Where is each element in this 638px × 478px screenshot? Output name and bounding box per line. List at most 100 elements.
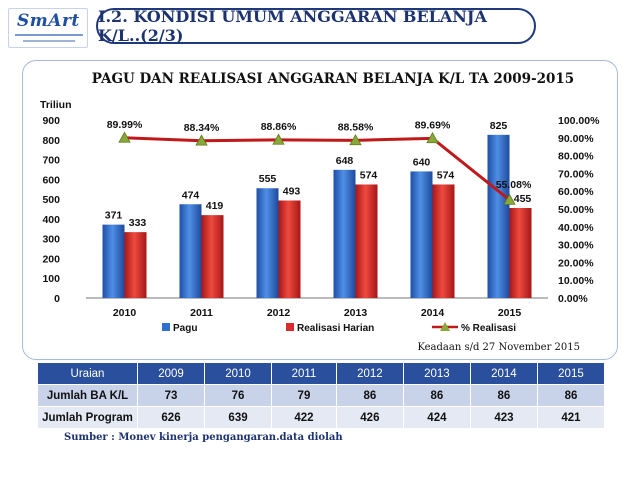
table-cell: 73 bbox=[136, 384, 206, 407]
legend-swatch-marker bbox=[440, 322, 450, 331]
table-cell: 76 bbox=[204, 384, 273, 407]
y2-tick-label: 80.00% bbox=[558, 151, 594, 163]
source-note: Sumber : Monev kinerja pengangaran.data … bbox=[64, 432, 343, 443]
table-row: Jumlah BA K/L 73 76 79 86 86 86 86 bbox=[37, 384, 606, 407]
table-cell: 86 bbox=[335, 384, 404, 407]
line-realisasi bbox=[124, 136, 511, 202]
data-label-percent: 88.58% bbox=[338, 121, 374, 133]
bar-realisasi bbox=[509, 208, 532, 298]
bar-realisasi bbox=[432, 184, 455, 298]
table-header-year: 2009 bbox=[136, 362, 206, 385]
logo-line bbox=[23, 40, 75, 42]
data-label-pagu: 474 bbox=[182, 189, 200, 201]
table-cell: 86 bbox=[469, 384, 538, 407]
y2-tick-label: 50.00% bbox=[558, 204, 594, 216]
smart-logo: SmArt bbox=[8, 8, 88, 48]
y-tick-label: 200 bbox=[42, 253, 60, 265]
line-marker bbox=[118, 131, 131, 143]
y-tick-label: 300 bbox=[42, 234, 60, 246]
table-header-uraian: Uraian bbox=[37, 362, 138, 385]
table-row: Jumlah Program 626 639 422 426 424 423 421 bbox=[37, 406, 606, 429]
data-label-pagu: 640 bbox=[413, 156, 431, 168]
data-label-pagu: 648 bbox=[336, 155, 354, 167]
y-tick-label: 0 bbox=[54, 293, 60, 305]
table-cell: 424 bbox=[402, 406, 471, 429]
table-cell: 86 bbox=[402, 384, 471, 407]
y-tick-label: 900 bbox=[42, 115, 60, 127]
bar-realisasi bbox=[124, 232, 147, 298]
legend-swatch-realisasi bbox=[286, 323, 294, 331]
table-header-year: 2015 bbox=[536, 362, 606, 385]
data-label-realisasi: 493 bbox=[283, 185, 301, 197]
y-tick-label: 600 bbox=[42, 174, 60, 186]
data-label-pagu: 555 bbox=[259, 173, 277, 185]
y2-tick-label: 0.00% bbox=[558, 293, 588, 305]
y-tick-label: 500 bbox=[42, 194, 60, 206]
page-title: I.2. KONDISI UMUM ANGGARAN BELANJA K/L..… bbox=[98, 7, 487, 45]
table-row-label: Jumlah Program bbox=[37, 406, 138, 429]
y2-tick-label: 10.00% bbox=[558, 275, 594, 287]
summary-table: Uraian 2009 2010 2011 2012 2013 2014 2015 Jumla… bbox=[37, 362, 606, 429]
chart-note: Keadaan s/d 27 November 2015 bbox=[417, 342, 580, 353]
data-label-realisasi: 455 bbox=[514, 193, 532, 205]
data-label-realisasi: 574 bbox=[360, 169, 378, 181]
legend-label-pagu: Pagu bbox=[173, 323, 197, 334]
logo-text: SmArt bbox=[17, 11, 80, 31]
data-label-percent: 88.86% bbox=[261, 121, 297, 133]
data-label-percent: 89.69% bbox=[415, 119, 451, 131]
chart: PAGU DAN REALISASI ANGGARAN BELANJA K/L … bbox=[40, 71, 600, 353]
data-label-percent: 88.34% bbox=[184, 122, 220, 134]
logo-line bbox=[15, 34, 83, 36]
bar-pagu bbox=[333, 169, 356, 298]
table-cell: 79 bbox=[271, 384, 337, 407]
table-cell: 86 bbox=[536, 384, 606, 407]
data-label-percent: 55.08% bbox=[496, 179, 532, 191]
data-label-realisasi: 419 bbox=[206, 200, 224, 212]
y2-tick-label: 20.00% bbox=[558, 257, 594, 269]
bar-pagu bbox=[487, 134, 510, 298]
data-label-realisasi: 574 bbox=[437, 169, 455, 181]
x-tick-label: 2010 bbox=[113, 307, 137, 319]
bar-realisasi bbox=[201, 215, 224, 298]
y2-tick-label: 90.00% bbox=[558, 133, 594, 145]
y2-tick-label: 70.00% bbox=[558, 168, 594, 180]
line-marker bbox=[349, 134, 362, 146]
y2-tick-label: 60.00% bbox=[558, 186, 594, 198]
bar-pagu bbox=[179, 204, 202, 298]
y2-tick-label: 40.00% bbox=[558, 222, 594, 234]
table-row-label: Jumlah BA K/L bbox=[37, 384, 138, 407]
line-marker bbox=[426, 132, 439, 144]
y2-tick-label: 100.00% bbox=[558, 115, 600, 127]
line-marker bbox=[272, 133, 285, 145]
table-header-year: 2011 bbox=[271, 362, 337, 385]
table-cell: 421 bbox=[536, 406, 606, 429]
table-header-year: 2013 bbox=[402, 362, 471, 385]
data-label-pagu: 825 bbox=[490, 120, 508, 132]
x-tick-label: 2014 bbox=[421, 307, 445, 319]
data-label-pagu: 371 bbox=[105, 210, 123, 222]
line-marker bbox=[503, 193, 516, 205]
bar-realisasi bbox=[278, 200, 301, 298]
data-label-percent: 89.99% bbox=[107, 119, 143, 131]
bar-pagu bbox=[102, 224, 125, 298]
legend-label-percent: % Realisasi bbox=[461, 323, 516, 334]
legend-label-realisasi: Realisasi Harian bbox=[297, 323, 374, 334]
y-tick-label: 100 bbox=[42, 273, 60, 285]
table-cell: 639 bbox=[204, 406, 273, 429]
table-header-year: 2012 bbox=[335, 362, 404, 385]
table-header-row: Uraian 2009 2010 2011 2012 2013 2014 2015 bbox=[37, 362, 606, 385]
table-cell: 422 bbox=[271, 406, 337, 429]
y-tick-label: 700 bbox=[42, 155, 60, 167]
header-bar: I.2. KONDISI UMUM ANGGARAN BELANJA K/L..… bbox=[96, 7, 536, 45]
y-axis-label: Triliun bbox=[40, 99, 72, 111]
table-cell: 423 bbox=[469, 406, 538, 429]
bar-realisasi bbox=[355, 184, 378, 298]
y-tick-label: 400 bbox=[42, 214, 60, 226]
x-tick-label: 2012 bbox=[267, 307, 291, 319]
chart-title: PAGU DAN REALISASI ANGGARAN BELANJA K/L … bbox=[92, 71, 574, 87]
bar-pagu bbox=[410, 171, 433, 298]
table-cell: 426 bbox=[335, 406, 404, 429]
x-tick-label: 2013 bbox=[344, 307, 368, 319]
bar-pagu bbox=[256, 188, 279, 298]
table-header-year: 2010 bbox=[204, 362, 273, 385]
